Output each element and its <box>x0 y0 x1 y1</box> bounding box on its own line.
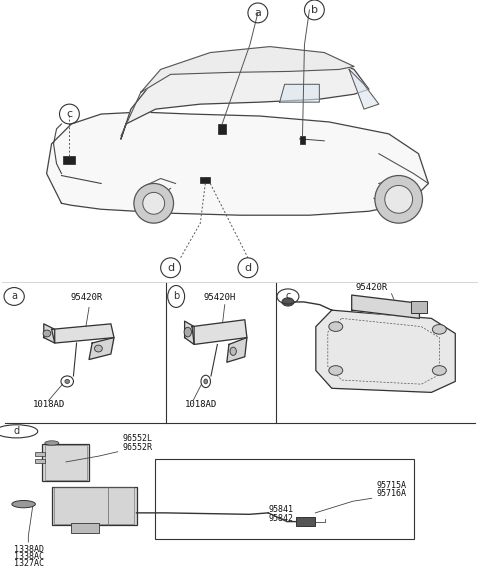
Circle shape <box>204 379 208 384</box>
Circle shape <box>43 330 51 337</box>
Bar <box>71 523 99 533</box>
Bar <box>42 444 89 481</box>
Bar <box>156 459 414 539</box>
Text: 95420R: 95420R <box>356 283 388 292</box>
Bar <box>297 517 315 526</box>
Circle shape <box>375 175 422 223</box>
Polygon shape <box>51 324 114 343</box>
Bar <box>52 486 136 525</box>
Text: a: a <box>254 8 261 18</box>
Circle shape <box>230 347 236 355</box>
Circle shape <box>134 183 174 223</box>
Text: 1327AC: 1327AC <box>14 560 44 569</box>
Circle shape <box>12 501 36 508</box>
Polygon shape <box>185 321 194 344</box>
Polygon shape <box>316 310 455 392</box>
Polygon shape <box>141 47 354 93</box>
Circle shape <box>329 322 343 331</box>
Text: 96552R: 96552R <box>122 443 152 452</box>
Text: 95420H: 95420H <box>204 293 236 302</box>
Polygon shape <box>121 49 369 139</box>
Circle shape <box>45 441 59 445</box>
Text: 95420R: 95420R <box>70 293 103 302</box>
Polygon shape <box>349 70 379 109</box>
Circle shape <box>282 298 294 306</box>
Circle shape <box>329 365 343 375</box>
Circle shape <box>65 379 70 384</box>
Bar <box>63 156 75 164</box>
Text: 95842: 95842 <box>268 514 293 523</box>
Text: d: d <box>167 263 174 273</box>
Bar <box>36 452 45 456</box>
Circle shape <box>184 327 192 337</box>
Text: 95716A: 95716A <box>376 489 407 498</box>
Circle shape <box>432 365 446 375</box>
Text: 1018AD: 1018AD <box>33 400 65 409</box>
Text: d: d <box>244 263 252 273</box>
Circle shape <box>143 192 165 214</box>
Text: a: a <box>11 291 17 301</box>
Text: 1338AC: 1338AC <box>14 552 44 561</box>
Text: 95715A: 95715A <box>376 481 407 489</box>
Bar <box>54 488 134 524</box>
Polygon shape <box>352 295 420 319</box>
Text: 96552L: 96552L <box>122 434 152 443</box>
Polygon shape <box>89 337 114 360</box>
Text: b: b <box>311 5 318 15</box>
Bar <box>36 459 45 464</box>
Bar <box>300 136 305 144</box>
Circle shape <box>95 345 102 352</box>
Text: c: c <box>285 291 290 301</box>
Text: 1018AD: 1018AD <box>185 400 217 409</box>
Polygon shape <box>44 324 55 343</box>
Bar <box>218 124 226 134</box>
Circle shape <box>432 324 446 334</box>
Bar <box>200 176 210 183</box>
Bar <box>411 300 427 313</box>
Text: b: b <box>173 291 180 301</box>
Circle shape <box>385 186 413 213</box>
Polygon shape <box>47 112 429 215</box>
Text: 95841: 95841 <box>268 505 293 514</box>
Polygon shape <box>192 320 247 344</box>
Text: c: c <box>66 109 72 119</box>
Bar <box>45 445 87 480</box>
Text: d: d <box>13 427 20 436</box>
Polygon shape <box>280 85 319 102</box>
Text: 1338AD: 1338AD <box>14 545 44 554</box>
Polygon shape <box>227 337 247 362</box>
